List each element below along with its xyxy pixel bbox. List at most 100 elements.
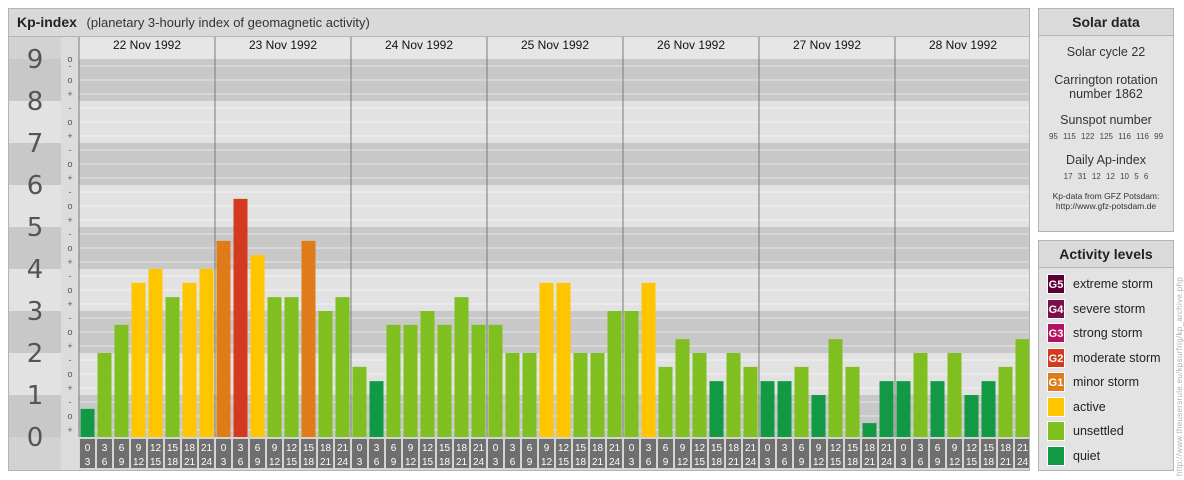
minor-tick-label: o [67, 411, 72, 421]
interval-start-label: 3 [646, 443, 652, 454]
kp-bar [709, 381, 724, 437]
kp-bar [641, 282, 656, 437]
interval-end-label: 12 [133, 457, 145, 468]
kp-bar [777, 381, 792, 437]
interval-end-label: 18 [575, 457, 587, 468]
interval-start-label: 21 [337, 443, 349, 454]
interval-box [301, 439, 316, 468]
interval-start-label: 3 [238, 443, 244, 454]
interval-start-label: 0 [357, 443, 363, 454]
interval-start-label: 18 [1000, 443, 1012, 454]
interval-box [658, 439, 673, 468]
sunspot-title: Sunspot number [1060, 113, 1152, 127]
interval-end-label: 21 [184, 457, 196, 468]
kp-bar [624, 311, 639, 437]
y-tick-label: 7 [27, 129, 44, 159]
interval-end-label: 24 [1017, 457, 1029, 468]
ap-index-title: Daily Ap-index [1066, 153, 1146, 167]
minor-tick-label: + [67, 299, 72, 309]
interval-start-label: 12 [694, 443, 706, 454]
interval-end-label: 3 [493, 457, 499, 468]
interval-end-label: 18 [983, 457, 995, 468]
interval-box [624, 439, 639, 468]
legend-label: extreme storm [1073, 277, 1153, 291]
interval-end-label: 6 [102, 457, 108, 468]
kp-bar [182, 282, 197, 437]
minor-tick-label: + [67, 173, 72, 183]
interval-end-label: 9 [255, 457, 261, 468]
kp-bar [879, 381, 894, 437]
interval-start-label: 15 [847, 443, 859, 454]
kp-bar [148, 269, 163, 437]
level-band-axis-3 [9, 269, 61, 311]
interval-box [369, 439, 384, 468]
interval-start-label: 12 [830, 443, 842, 454]
kp-index-panel: Kp-index (planetary 3-hourly index of ge… [8, 8, 1030, 471]
interval-box [352, 439, 367, 468]
kp-bar [726, 353, 741, 437]
minor-tick-label: - [69, 355, 72, 365]
kp-bar [522, 353, 537, 437]
level-band-axis-1 [9, 353, 61, 395]
interval-end-label: 21 [1000, 457, 1012, 468]
interval-start-label: 0 [765, 443, 771, 454]
minor-tick-column [61, 37, 79, 470]
level-band-axis-0 [9, 395, 61, 437]
date-label: 25 Nov 1992 [521, 38, 589, 52]
interval-end-label: 18 [167, 457, 179, 468]
legend-label: active [1073, 399, 1106, 414]
interval-box [811, 439, 826, 468]
kp-bar [743, 366, 758, 437]
data-source-line-2: http://www.gfz-potsdam.de [1055, 201, 1157, 211]
kp-bar [760, 381, 775, 437]
kp-bar [1015, 339, 1029, 437]
legend-swatch [1047, 445, 1065, 466]
interval-box [267, 439, 282, 468]
interval-end-label: 21 [320, 457, 332, 468]
interval-end-label: 12 [541, 457, 553, 468]
interval-box [148, 439, 163, 468]
interval-start-label: 0 [493, 443, 499, 454]
minor-tick-label: o [67, 327, 72, 337]
kp-bar [471, 324, 486, 437]
interval-start-label: 9 [272, 443, 278, 454]
interval-box [607, 439, 622, 468]
minor-tick-label: o [67, 369, 72, 379]
interval-end-label: 21 [728, 457, 740, 468]
carrington-line-2: number 1862 [1069, 87, 1143, 101]
kp-bar [131, 282, 146, 437]
interval-start-label: 9 [544, 443, 550, 454]
interval-end-label: 6 [918, 457, 924, 468]
kp-bar [386, 324, 401, 437]
interval-start-label: 0 [901, 443, 907, 454]
minor-tick-label: - [69, 271, 72, 281]
interval-end-label: 15 [558, 457, 570, 468]
kp-bar [369, 381, 384, 437]
kp-bar [930, 381, 945, 437]
minor-tick-label: o [67, 201, 72, 211]
date-label: 23 Nov 1992 [249, 38, 317, 52]
kp-bar [284, 297, 299, 437]
interval-start-label: 21 [201, 443, 213, 454]
interval-end-label: 15 [422, 457, 434, 468]
interval-start-label: 21 [745, 443, 757, 454]
interval-start-label: 15 [167, 443, 179, 454]
kp-bar [216, 240, 231, 437]
interval-box [454, 439, 469, 468]
interval-end-label: 12 [269, 457, 281, 468]
kp-bar [794, 366, 809, 437]
minor-tick-label: - [69, 397, 72, 407]
solar-cycle: Solar cycle 22 [1066, 45, 1146, 59]
kp-bar [862, 423, 877, 437]
date-header-band [79, 37, 1029, 59]
interval-start-label: 12 [422, 443, 434, 454]
kp-bar [896, 381, 911, 437]
interval-end-label: 15 [830, 457, 842, 468]
interval-end-label: 6 [510, 457, 516, 468]
interval-end-label: 12 [949, 457, 961, 468]
legend-item: G1 minor storm [1047, 372, 1171, 392]
minor-tick-label: + [67, 215, 72, 225]
legend-item: G3 strong storm [1047, 323, 1171, 343]
interval-box [794, 439, 809, 468]
interval-box [913, 439, 928, 468]
